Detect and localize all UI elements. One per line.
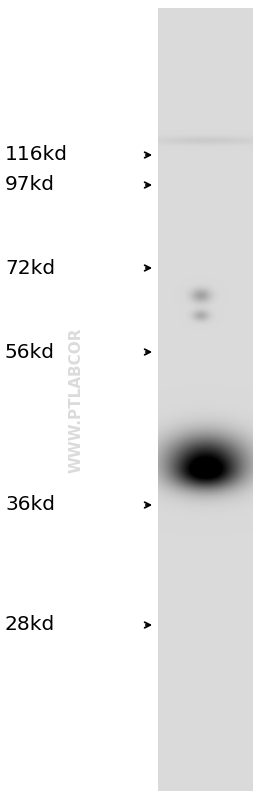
Text: 28kd: 28kd (5, 615, 55, 634)
Text: 72kd: 72kd (5, 259, 55, 277)
Text: 56kd: 56kd (5, 343, 55, 361)
Text: 36kd: 36kd (5, 495, 55, 515)
Text: 116kd: 116kd (5, 145, 68, 165)
Text: 97kd: 97kd (5, 176, 55, 194)
Text: WWW.PTLABCOR: WWW.PTLABCOR (69, 328, 83, 473)
